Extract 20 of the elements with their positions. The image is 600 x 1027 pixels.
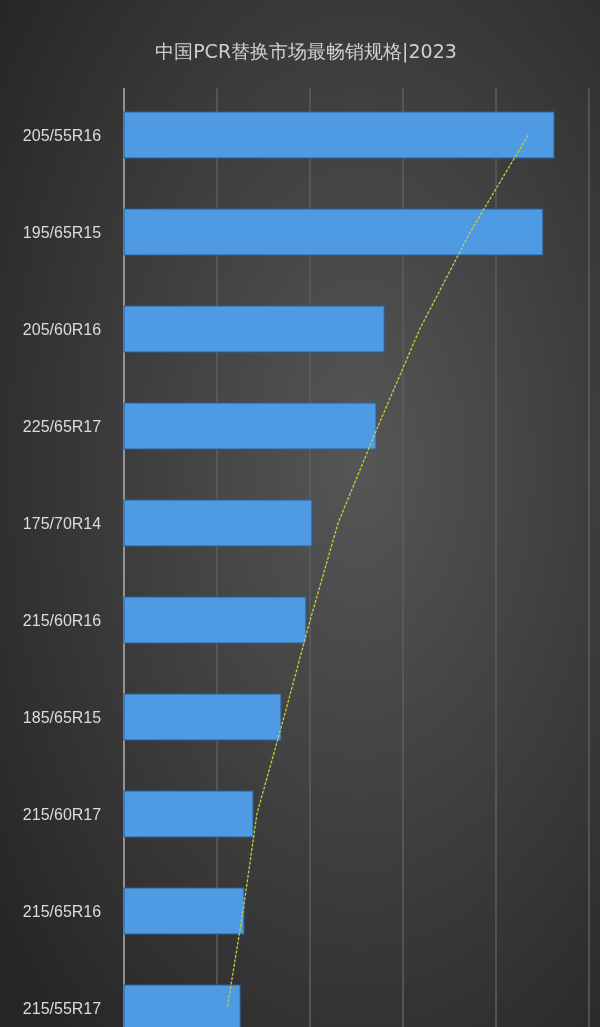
bar <box>123 111 555 159</box>
y-tick-label: 175/70R14 <box>22 515 102 532</box>
y-tick-label: 205/60R16 <box>22 321 102 338</box>
bar <box>123 790 254 838</box>
bar <box>123 208 544 256</box>
bar <box>123 596 307 644</box>
y-tick-label: 215/60R16 <box>22 612 102 629</box>
bar <box>123 693 282 741</box>
y-tick-label: 215/60R17 <box>22 806 102 823</box>
y-tick-label: 185/65R15 <box>22 709 102 726</box>
y-tick-label: 225/65R17 <box>22 418 102 435</box>
y-tick-label: 215/55R17 <box>22 1000 102 1017</box>
y-tick-label: 195/65R15 <box>22 224 102 241</box>
chart-title: 中国PCR替换市场最畅销规格|2023 <box>155 40 457 63</box>
bar <box>123 887 245 935</box>
y-tick-label: 215/65R16 <box>22 903 102 920</box>
y-tick-label: 205/55R16 <box>22 127 102 144</box>
bar <box>123 402 377 450</box>
bar <box>123 305 385 353</box>
bar <box>123 499 313 547</box>
